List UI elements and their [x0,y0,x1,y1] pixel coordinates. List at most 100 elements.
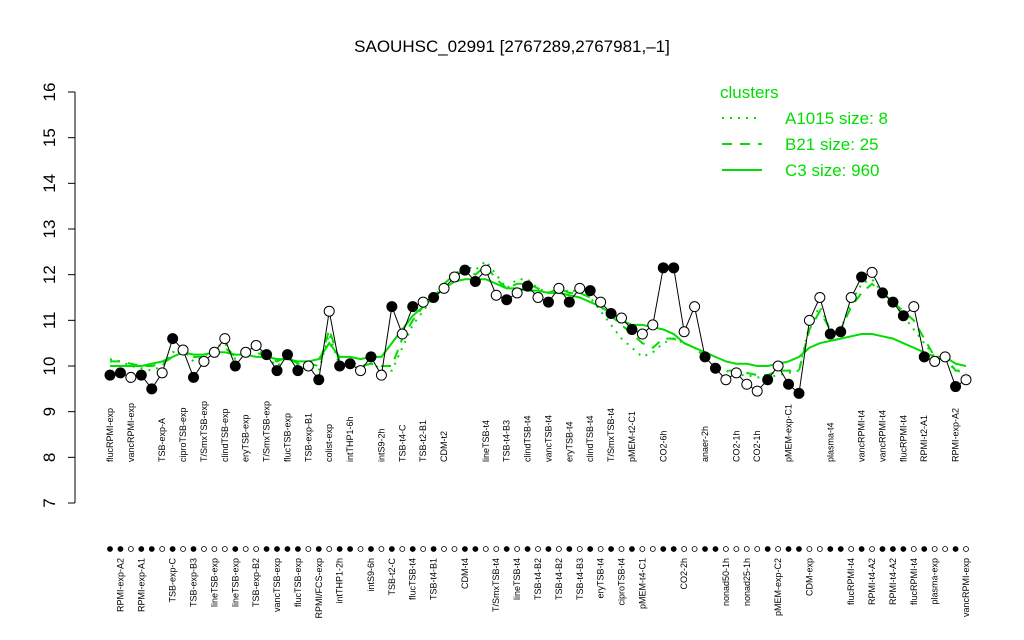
point [772,360,784,372]
x-tick-label: RPMI-exp-A2 [951,408,961,462]
x-tick-label: TSB-exp-A [157,418,167,462]
point [188,371,200,383]
x-tick-label: TSB-exp-B3 [189,558,199,607]
sample-dot [942,546,949,552]
sample-dot [472,546,479,552]
point [689,301,701,313]
point [730,367,742,379]
y-tick-label: 9 [40,407,59,416]
sample-dot [420,546,427,552]
x-tick-label: vancRPMI-exp [961,558,971,617]
point [542,296,554,308]
sample-dot [754,546,761,552]
x-tick-label: flucRPMI-t4 [846,558,856,605]
x-tick-label: T/SmxTSB-t4 [606,408,616,462]
sample-dot [263,546,270,552]
x-tick-label: TSB-t4-B3 [575,558,585,600]
sample-dot [921,546,928,552]
x-tick-label: intS9-2h [376,428,386,462]
point [595,296,607,308]
x-tick-label: CO2-6h [658,430,668,462]
sample-dot [869,546,875,552]
point [793,387,805,399]
sample-dot [336,546,343,552]
x-tick-label: TSB-exp-C [168,558,178,603]
x-tick-label: flucTSB-t4 [408,558,418,600]
point [407,301,419,313]
legend-label: C3 size: 960 [785,161,880,180]
sample-dot [681,546,688,552]
point [146,383,158,395]
sample-dot [796,546,802,552]
x-tick-label: TSB-t4-B3 [502,420,512,462]
sample-dot [232,546,239,552]
sample-dot [764,546,771,552]
sample-dot [910,546,917,552]
point [198,355,210,367]
point [104,369,116,381]
sample-dot [378,546,385,552]
point [501,294,513,306]
sample-dot [347,546,353,552]
sample-dot [670,546,677,552]
point [762,374,774,386]
point [657,262,669,274]
sample-dot [827,546,834,552]
legend-title: clusters [720,83,779,102]
point [219,333,231,345]
point [856,271,868,283]
x-tick-label: RPMI-t4-A2 [888,558,898,605]
sample-dot [775,546,781,552]
sample-dot [462,546,468,552]
sample-dot [952,546,959,552]
point [647,319,659,331]
point [261,349,273,361]
x-tick-label: clindTSB-t4 [585,415,595,462]
x-tick-label: RPMI-exp-A1 [136,558,146,612]
point [396,328,408,340]
point [741,378,753,390]
sample-dot [368,546,374,552]
sample-dot [503,546,510,552]
point [313,374,325,386]
point [929,355,941,367]
point [668,262,680,274]
sample-dot [388,546,395,552]
point [135,369,147,381]
x-tick-label: colist-exp [324,424,334,462]
point [532,292,544,303]
point [114,367,126,379]
x-tick-label: CO2-1h [752,430,762,462]
point [302,360,314,372]
sample-dot [284,546,291,552]
sample-dot [733,546,740,552]
x-tick-label: vancRPMI-t4 [857,410,867,462]
point [720,374,732,386]
sample-dot [535,546,541,552]
sample-dot [441,546,447,552]
point [292,365,304,377]
sample-dot [274,546,280,552]
sample-dot [743,546,750,552]
sample-dot [399,546,406,552]
x-tick-label: vancTSB-t4 [543,415,553,462]
x-tick-label: pMEM-t2-C1 [627,411,637,462]
point [240,346,252,358]
x-tick-label: flucRPMI-exp [105,408,115,462]
sample-dot [723,546,729,552]
point [563,296,575,308]
sample-dot [514,546,521,552]
point [824,328,836,340]
x-tick-label: TSB-t4-C [397,424,407,462]
sample-dot [639,546,646,552]
x-tick-label: RPMI/FCS-exp [314,558,324,619]
cluster-line [109,259,967,379]
y-tick-label: 16 [40,83,59,102]
x-tick-label: TSB-exp-B2 [251,558,261,607]
sample-dot [201,546,207,552]
sample-dot [430,546,437,552]
sample-dot [587,546,594,552]
sample-dot [295,546,301,552]
x-tick-label: eryTSB-exp [241,414,251,462]
x-tick-label: TSB-t4-B1 [429,558,439,600]
